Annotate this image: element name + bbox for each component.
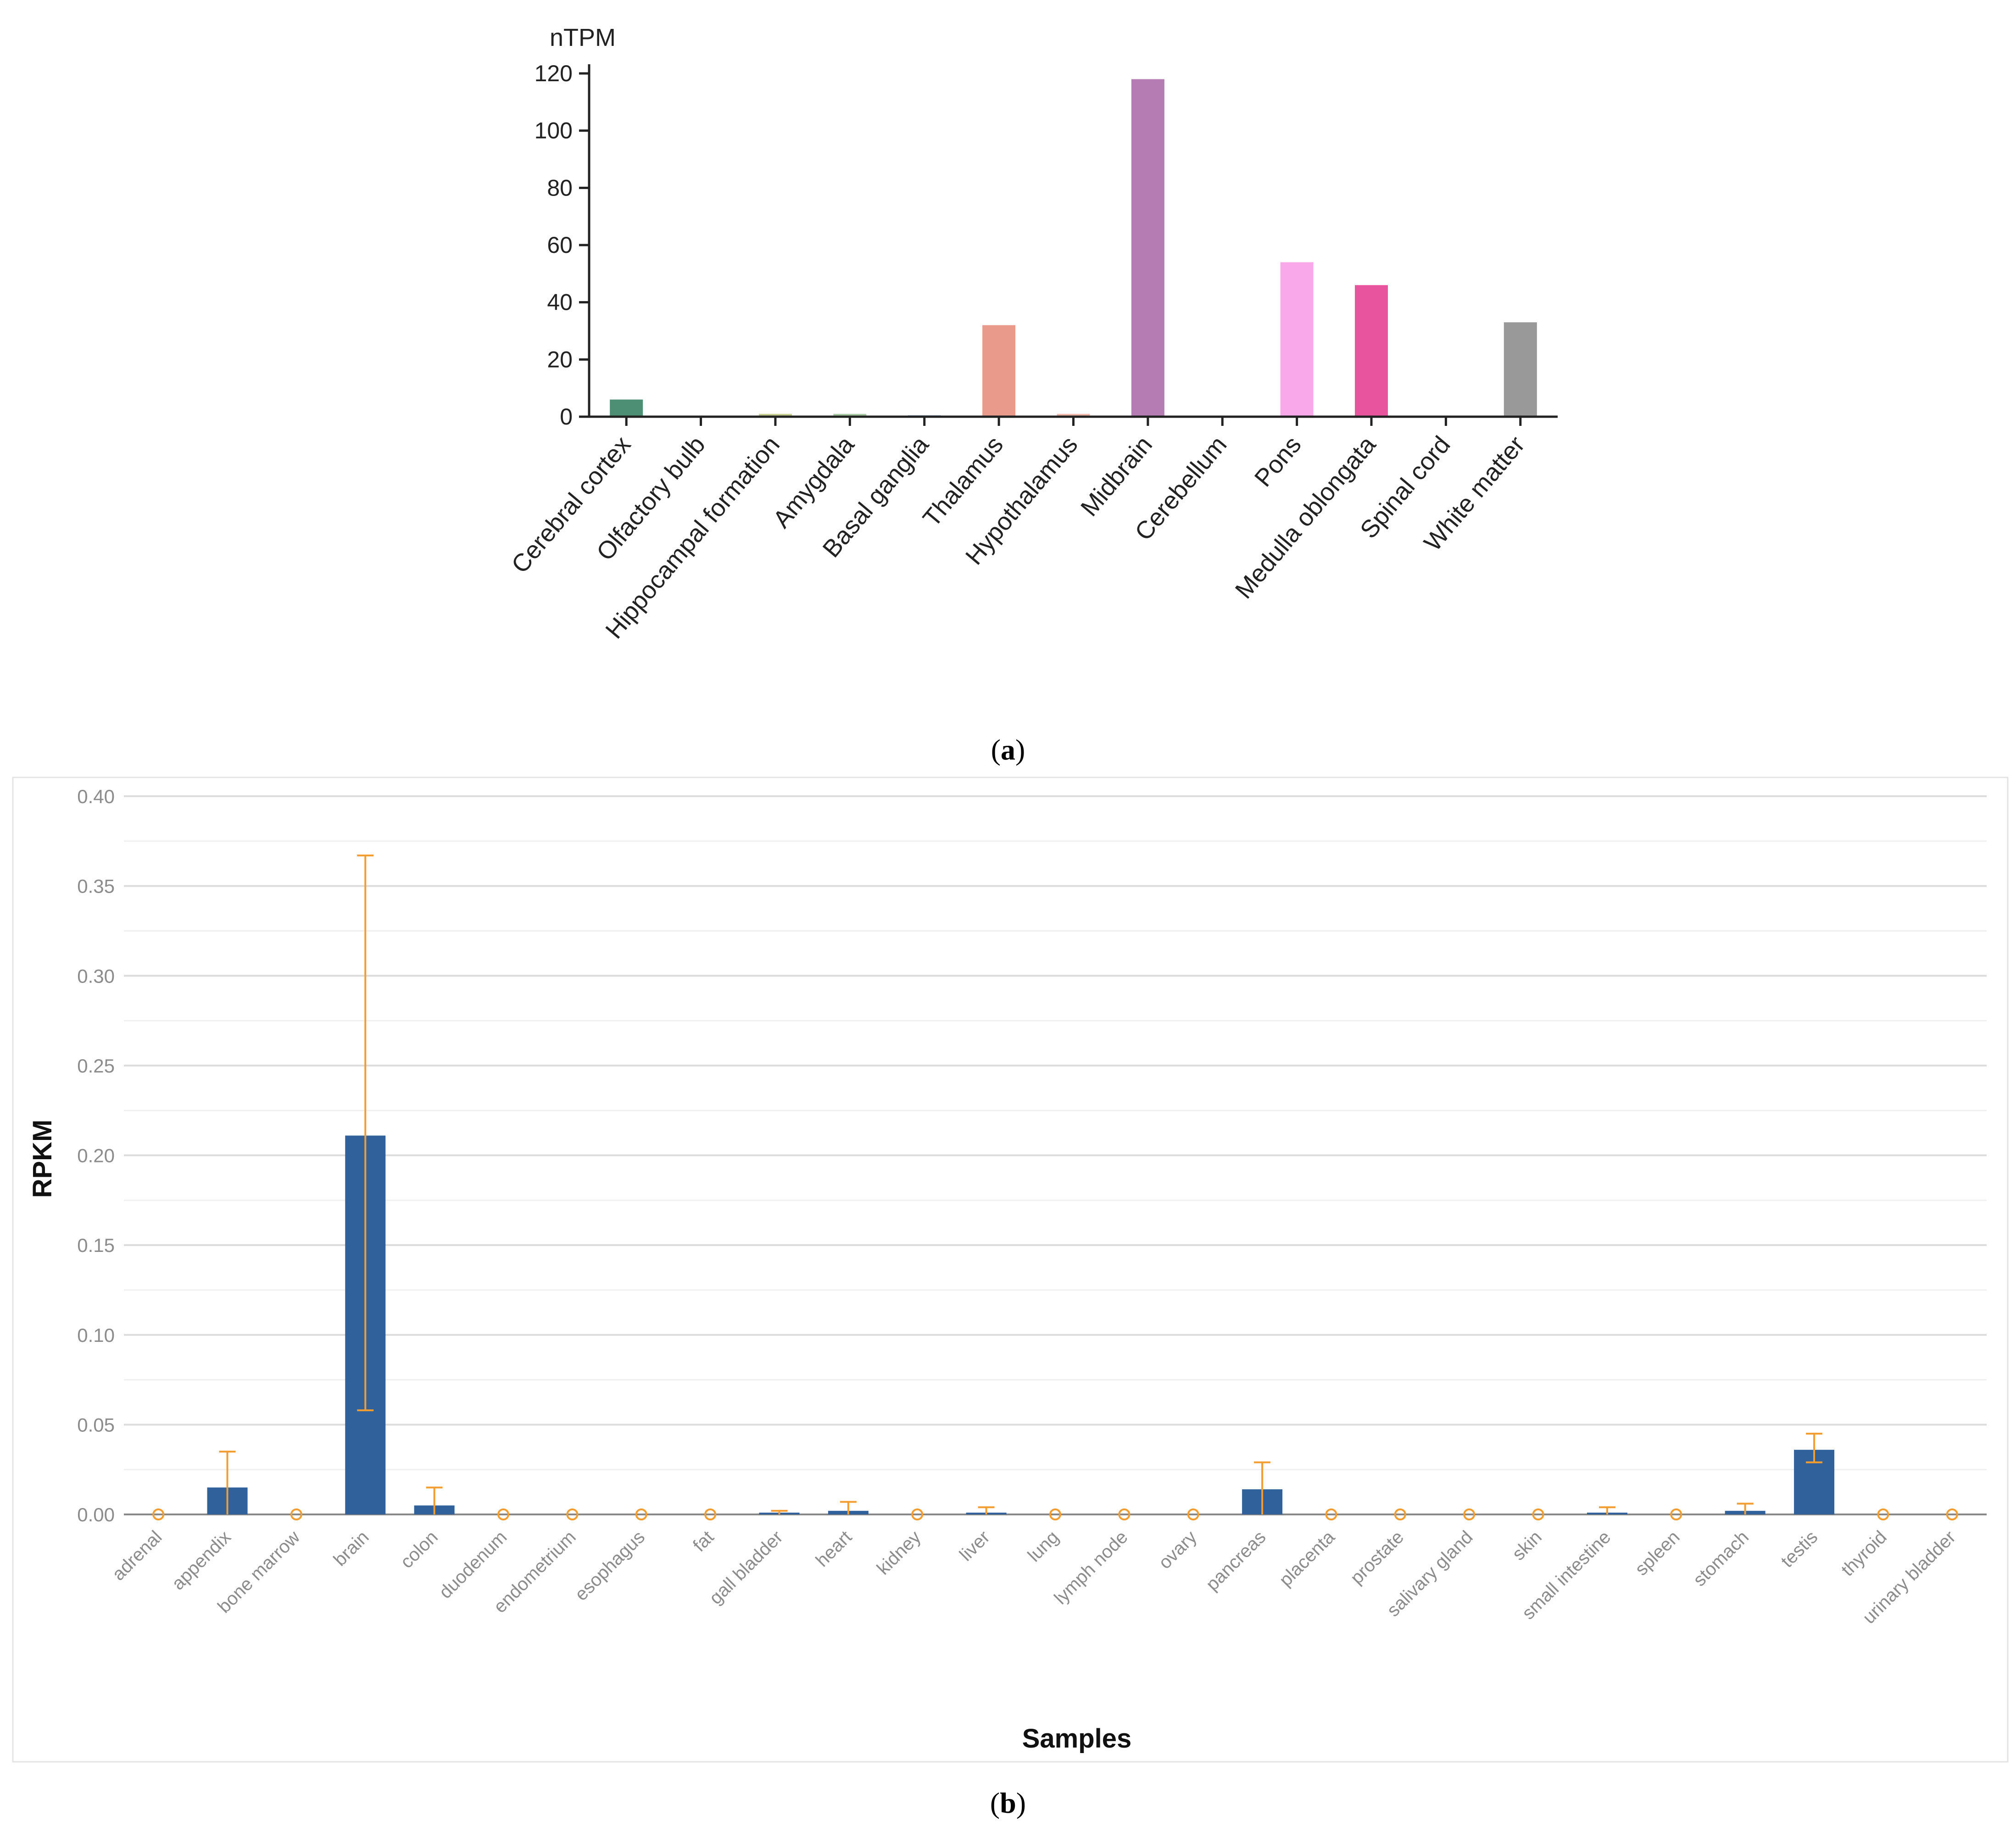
panel-b-y-tick-label: 0.15 — [77, 1234, 115, 1256]
panel-a-bar — [758, 413, 792, 417]
panel-b-zero-marker — [1118, 1508, 1131, 1520]
panel-b-x-tick-label: spleen — [1631, 1527, 1683, 1579]
panel-b-y-tick-label: 0.25 — [77, 1055, 115, 1077]
panel-b-zero-marker — [1325, 1508, 1337, 1520]
panel-a-bar — [1355, 285, 1388, 417]
panel-b-y-tick-label: 0.20 — [77, 1145, 115, 1167]
panel-a-bar — [1057, 413, 1090, 417]
panel-b-x-tick-label: heart — [812, 1527, 856, 1571]
panel-a-bar — [833, 413, 867, 417]
panel-b-zero-marker — [566, 1508, 579, 1520]
panel-b-zero-marker — [1049, 1508, 1061, 1520]
panel-b-x-tick-label: testis — [1777, 1527, 1821, 1571]
panel-b-x-tick-label: liver — [956, 1527, 994, 1565]
panel-b-zero-marker — [1187, 1508, 1199, 1520]
panel-a-x-tick-label: Medulla oblongata — [1230, 430, 1381, 603]
panel-a-caption-letter: a — [1001, 733, 1015, 766]
panel-a-y-tick-label: 40 — [547, 290, 573, 315]
panel-b-frame — [12, 776, 2009, 1763]
panel-a-bar — [1504, 322, 1537, 417]
panel-b-y-tick-label: 0.30 — [77, 965, 115, 987]
panel-a-y-unit-label: nTPM — [550, 24, 616, 51]
panel-b-x-tick-label: brain — [330, 1527, 373, 1570]
panel-b-x-axis-title: Samples — [1022, 1724, 1132, 1754]
panel-b-x-tick-label: gall bladder — [706, 1527, 787, 1608]
panel-b-x-tick-label: pancreas — [1202, 1527, 1270, 1594]
panel-b-x-tick-label: duodenum — [435, 1527, 511, 1603]
panel-b-x-tick-label: stomach — [1689, 1527, 1753, 1590]
panel-a-y-tick-label: 20 — [547, 346, 573, 372]
panel-b-chart: 0.00 0.05 0.10 0.15 0.20 0.25 0.30 0.35 0.40 adr… — [12, 776, 2009, 1763]
panel-b-zero-marker — [1946, 1508, 1958, 1520]
panel-b-zero-marker — [1463, 1508, 1476, 1520]
panel-b-y-tick-label: 0.05 — [77, 1414, 115, 1435]
panel-a-y-tick-label: 100 — [535, 118, 573, 144]
panel-b-y-axis-title: RPKM — [28, 1120, 57, 1198]
panel-b-zero-marker — [1532, 1508, 1544, 1520]
panel-a-y-tick-label: 60 — [547, 232, 573, 258]
panel-a-bar — [610, 399, 643, 417]
panel-b-zero-marker — [704, 1508, 717, 1520]
panel-b-zero-marker — [911, 1508, 924, 1520]
panel-b-x-tick-label: prostate — [1347, 1527, 1408, 1588]
panel-b-x-tick-label: appendix — [168, 1527, 235, 1594]
panel-b-zero-marker — [290, 1508, 302, 1520]
panel-b-zero-marker — [1877, 1508, 1889, 1520]
panel-b-y-tick-label: 0.40 — [77, 786, 115, 807]
panel-b-y-tick-label: 0.35 — [77, 876, 115, 897]
panel-b-caption-letter: b — [1000, 1787, 1016, 1819]
panel-a-caption: (a) — [991, 733, 1025, 766]
panel-a-x-tick-label: Midbrain — [1075, 431, 1158, 521]
panel-b-x-tick-label: colon — [396, 1527, 442, 1572]
panel-a-bar — [1131, 79, 1164, 417]
panel-b-caption: (b) — [990, 1787, 1026, 1819]
panel-a-bar — [1280, 262, 1314, 417]
panel-b-x-tick-label: fat — [689, 1527, 718, 1556]
panel-b-y-tick-label: 0.10 — [77, 1324, 115, 1346]
panel-b-x-tick-label: lymph node — [1050, 1527, 1131, 1608]
panel-b-x-tick-label: thyroid — [1838, 1527, 1891, 1580]
panel-b-y-tick-label: 0.00 — [77, 1504, 115, 1525]
panel-b-x-tick-label: esophagus — [571, 1527, 649, 1605]
panel-b-zero-marker — [1394, 1508, 1406, 1520]
panel-a-y-tick-label: 120 — [535, 61, 573, 86]
panel-b-zero-marker — [1670, 1508, 1682, 1520]
panel-a-y-tick-label: 80 — [547, 175, 573, 201]
panel-b-x-tick-label: adrenal — [108, 1527, 166, 1584]
panel-b-x-tick-label: placenta — [1275, 1527, 1339, 1591]
panel-a-x-tick-label: Pons — [1249, 431, 1307, 492]
panel-a-bar — [982, 325, 1016, 417]
panel-b-x-tick-label: lung — [1024, 1527, 1063, 1566]
panel-a-y-tick-label: 0 — [560, 404, 573, 430]
panel-b-zero-marker — [497, 1508, 510, 1520]
panel-b-zero-marker — [635, 1508, 647, 1520]
panel-b-zero-marker — [152, 1508, 165, 1520]
panel-b-x-tick-label: skin — [1509, 1527, 1546, 1564]
panel-b-x-tick-label: kidney — [873, 1527, 925, 1579]
panel-b-x-tick-label: ovary — [1155, 1527, 1201, 1573]
